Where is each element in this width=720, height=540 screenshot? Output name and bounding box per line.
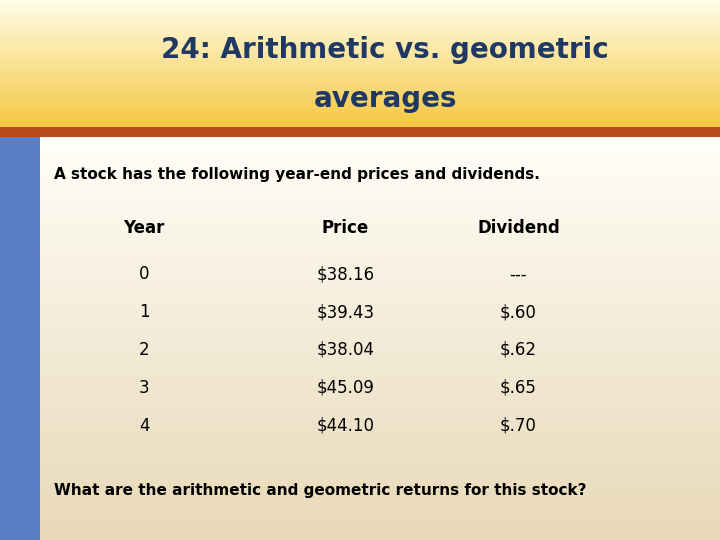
Text: $.65: $.65 <box>500 379 537 397</box>
Text: 2: 2 <box>139 341 149 359</box>
Text: averages: averages <box>313 85 457 112</box>
Text: $39.43: $39.43 <box>317 303 374 321</box>
Text: What are the arithmetic and geometric returns for this stock?: What are the arithmetic and geometric re… <box>54 483 587 498</box>
Text: 24: Arithmetic vs. geometric: 24: Arithmetic vs. geometric <box>161 36 609 64</box>
Text: $38.16: $38.16 <box>317 265 374 284</box>
Text: 1: 1 <box>139 303 149 321</box>
Text: Price: Price <box>322 219 369 238</box>
Text: $45.09: $45.09 <box>317 379 374 397</box>
Text: 3: 3 <box>139 379 149 397</box>
Text: Year: Year <box>123 219 165 238</box>
Bar <box>0 137 40 540</box>
Text: $38.04: $38.04 <box>317 341 374 359</box>
Text: 4: 4 <box>139 416 149 435</box>
Text: Dividend: Dividend <box>477 219 559 238</box>
Bar <box>0 127 720 137</box>
Text: $.70: $.70 <box>500 416 537 435</box>
Text: A stock has the following year-end prices and dividends.: A stock has the following year-end price… <box>54 167 540 182</box>
Text: $.60: $.60 <box>500 303 537 321</box>
Text: ---: --- <box>510 265 527 284</box>
Text: $44.10: $44.10 <box>317 416 374 435</box>
Text: 0: 0 <box>139 265 149 284</box>
Text: $.62: $.62 <box>500 341 537 359</box>
